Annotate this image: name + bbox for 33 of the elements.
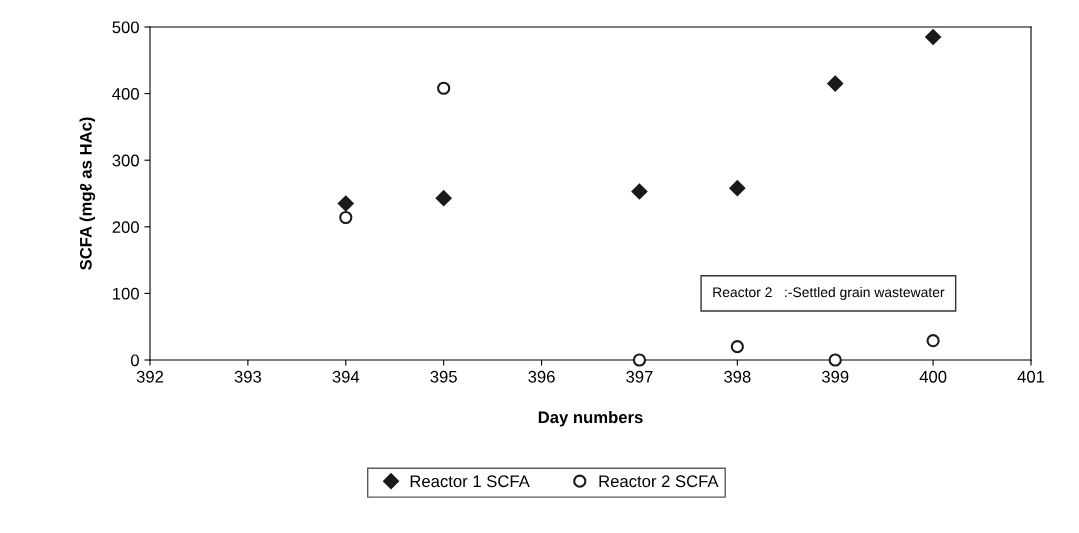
y-tick-label: 200: [112, 221, 139, 233]
x-tick-label: 393: [234, 370, 262, 383]
y-tick-label: 300: [112, 154, 139, 167]
x-tick-label: 397: [626, 370, 653, 383]
legend-label: Reactor 2 SCFA: [599, 475, 719, 488]
point: [435, 190, 452, 207]
point: [730, 340, 744, 354]
y-tick-label: 400: [112, 88, 139, 100]
point: [632, 353, 647, 367]
x-tick-label: 392: [136, 370, 164, 383]
annotation: Reactor 2 :-Settled grain wastewater: [713, 286, 945, 300]
point: [337, 195, 354, 212]
x-tick-label: 398: [724, 370, 751, 383]
y-tick-label: 0: [130, 354, 139, 367]
y-axis-title: SCFA (mgℓ as HAc): [79, 117, 96, 270]
point: [926, 334, 940, 348]
point: [339, 210, 353, 225]
x-tick-label: 396: [528, 370, 555, 383]
point: [827, 75, 844, 92]
point: [828, 353, 842, 367]
x-tick-label: 401: [1017, 370, 1045, 383]
y-tick-label: 500: [112, 21, 139, 34]
x-tick-label: 395: [430, 370, 457, 383]
y-tick-label: 100: [113, 287, 139, 300]
point: [437, 81, 451, 95]
point: [925, 29, 942, 45]
x-tick-label: 394: [332, 370, 360, 383]
x-axis-title: Day numbers: [538, 410, 643, 427]
point: [729, 180, 746, 197]
legend-label: Reactor 1 SCFA: [410, 475, 530, 488]
x-tick-label: 400: [919, 370, 947, 383]
x-tick-label: 399: [821, 370, 849, 383]
point: [631, 183, 648, 200]
